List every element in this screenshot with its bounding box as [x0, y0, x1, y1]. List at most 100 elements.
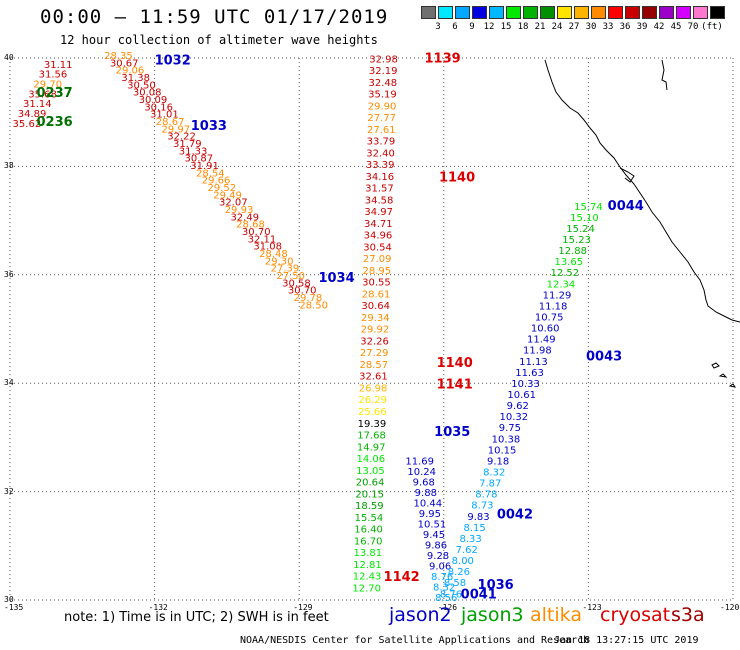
wave-height-value: 30.55: [362, 278, 391, 289]
note-text: note: 1) Time is in UTC; 2) SWH is in fe…: [64, 610, 329, 625]
wave-height-value: 28.50: [299, 300, 328, 311]
wave-height-value: 30.50: [127, 80, 156, 91]
legend-cryosat: cryosat: [600, 604, 671, 626]
wave-height-value: 29.90: [368, 101, 397, 112]
wave-height-value: 30.58: [282, 278, 311, 289]
wave-height-value: 31.33: [179, 146, 208, 157]
wave-height-value: 29.97: [162, 124, 191, 135]
wave-height-value: 11.29: [543, 290, 572, 301]
wave-height-value: 34.16: [365, 172, 394, 183]
wave-height-value: 28.54: [196, 168, 225, 179]
wave-height-value: 32.22: [167, 132, 196, 143]
wave-height-value: 11.18: [539, 301, 568, 312]
wave-height-value: 9.75: [499, 423, 521, 434]
wave-height-value: 12.81: [353, 560, 382, 571]
pass-number-label: 1033: [191, 119, 227, 134]
color-tick-label: 18: [517, 22, 529, 32]
wave-height-value: 8.32: [483, 467, 505, 478]
color-tick-label: 24: [551, 22, 563, 32]
longitude-label: -120: [720, 603, 740, 612]
color-tick-label: 3: [435, 22, 441, 32]
color-swatch: [506, 6, 521, 19]
pass-number-label: 0041: [461, 587, 497, 602]
latitude-label: 38: [4, 161, 14, 171]
credit-text: NOAA/NESDIS Center for Satellite Applica…: [240, 635, 590, 646]
wave-height-value: 12.52: [551, 268, 580, 279]
wave-height-value: 31.79: [173, 139, 202, 150]
wave-height-value: 8.33: [460, 534, 482, 545]
pass-number-label: 1142: [384, 570, 420, 585]
wave-height-value: 8.15: [463, 523, 485, 534]
wave-height-value: 30.09: [139, 95, 168, 106]
wave-height-value: 10.24: [407, 467, 436, 478]
wave-height-value: 30.16: [144, 102, 173, 113]
wave-height-value: 31.14: [23, 99, 52, 110]
lat-lon-grid: [9, 57, 734, 601]
wave-height-value: 30.67: [110, 58, 139, 69]
color-tick-label: 45: [670, 22, 682, 32]
wave-height-value: 30.08: [133, 88, 162, 99]
color-tick-label: 39: [636, 22, 648, 32]
wave-height-value: 10.60: [531, 324, 560, 335]
wave-height-value: 32.98: [369, 54, 398, 65]
color-swatch: [659, 6, 674, 19]
wave-height-value: 8.56: [435, 593, 457, 604]
wave-height-value: 9.83: [467, 512, 489, 523]
wave-height-value: 9.68: [413, 478, 435, 489]
pass-number-label: 1036: [478, 578, 514, 593]
color-swatch: [540, 6, 555, 19]
wave-height-value: 8.26: [448, 567, 470, 578]
wave-height-value: 30.54: [363, 242, 392, 253]
wave-height-value: 9.95: [419, 509, 441, 520]
pass-labels: 1032 0237 0236 1033 1139 1140 0044 1034 0043 1140…: [37, 51, 644, 602]
wave-height-value: 29.78: [294, 293, 323, 304]
latitude-label: 34: [4, 378, 14, 388]
wave-height-value: 10.51: [418, 520, 447, 531]
legend-jason3: jason3: [461, 604, 524, 626]
wave-height-value: 15.10: [570, 213, 599, 224]
wave-height-value: 31.08: [253, 242, 282, 253]
sf-bay-outline: [619, 167, 635, 183]
wave-height-value: 18.59: [355, 501, 384, 512]
map-subtitle: 12 hour collection of altimeter wave hei…: [60, 33, 378, 47]
wave-height-value: 31.01: [150, 110, 179, 121]
wave-height-value: 19.39: [358, 419, 387, 430]
pass-number-label: 0237: [37, 86, 73, 101]
color-swatch: [625, 6, 640, 19]
wave-height-value: 9.28: [427, 551, 449, 562]
wave-height-value: 31.38: [121, 73, 150, 84]
wave-height-value: 28.48: [259, 249, 288, 260]
wave-height-value: 30.87: [185, 154, 214, 165]
color-swatch: [438, 6, 453, 19]
wave-height-value: 27.39: [271, 264, 300, 275]
wave-height-value: 30.70: [288, 286, 317, 297]
color-swatch: [710, 6, 725, 19]
wave-height-value: 32.48: [368, 78, 397, 89]
wave-height-value: 20.64: [356, 478, 385, 489]
wave-height-value: 27.61: [367, 125, 396, 136]
wave-height-value: 35.68: [28, 89, 57, 100]
color-swatch: [676, 6, 691, 19]
wave-height-value: 26.98: [359, 383, 388, 394]
wave-height-value: 32.49: [230, 212, 259, 223]
wave-height-value: 7.87: [479, 479, 501, 490]
wave-height-value: 29.49: [213, 190, 242, 201]
wave-height-value: 15.74: [574, 202, 603, 213]
pass-number-label: 1035: [434, 425, 470, 440]
wave-height-value: 10.44: [414, 499, 443, 510]
longitude-label: -132: [148, 603, 168, 612]
legend-altika: altika: [530, 604, 582, 626]
wave-height-value: 15.54: [355, 513, 384, 524]
wave-height-value: 27.09: [363, 254, 392, 265]
wave-height-value: 35.19: [368, 90, 397, 101]
wave-height-value: 17.68: [357, 431, 386, 442]
pass-number-label: 0042: [497, 508, 533, 523]
island-small-2: [728, 383, 737, 388]
wave-height-value: 29.66: [202, 176, 231, 187]
wave-height-value: 8.76: [431, 572, 453, 583]
color-tick-label: 70: [687, 22, 699, 32]
color-tick-label: 30: [585, 22, 597, 32]
coastline: [544, 59, 740, 388]
color-unit-label: (ft): [701, 22, 723, 32]
color-tick-label: 36: [619, 22, 631, 32]
